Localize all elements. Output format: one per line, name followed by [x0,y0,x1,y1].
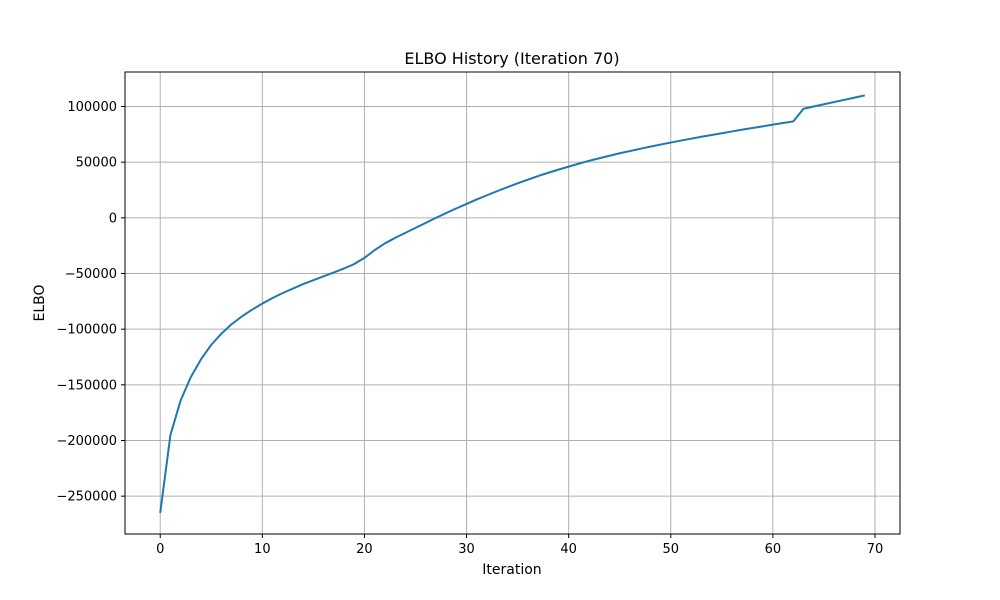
y-tick-label: 0 [109,211,117,226]
y-tick-label: −50000 [65,267,117,282]
y-tick-label: −150000 [56,378,117,393]
y-axis-ticks: −250000 −200000 −150000 −100000 −50000 0 50000… [56,100,125,505]
chart-title: ELBO History (Iteration 70) [404,49,619,68]
y-tick-label: −100000 [56,323,117,338]
grid-lines [125,72,900,534]
y-axis-label: ELBO [32,284,48,321]
y-tick-label: −200000 [56,434,117,449]
x-tick-label: 10 [254,542,271,557]
x-tick-label: 20 [356,542,373,557]
x-tick-label: 60 [765,542,782,557]
y-tick-label: −250000 [56,490,117,505]
series-line [159,94,865,513]
x-tick-label: 30 [458,542,475,557]
y-tick-label: 50000 [76,156,117,171]
x-tick-label: 50 [662,542,679,557]
plot-area-frame [124,71,901,535]
x-tick-label: 0 [156,542,164,557]
x-axis-ticks: 0 10 20 30 40 50 60 70 [156,534,883,557]
x-axis-label: Iteration [482,562,541,578]
series-group [159,94,865,513]
x-tick-label: 70 [867,542,884,557]
x-tick-label: 40 [560,542,577,557]
y-tick-label: 100000 [67,100,117,115]
